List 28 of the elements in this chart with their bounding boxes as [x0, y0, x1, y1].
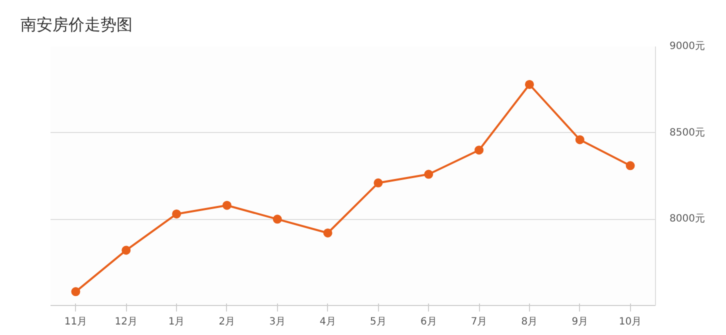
- x-tick-label: 10月: [618, 316, 642, 328]
- point: [424, 170, 434, 179]
- point: [172, 209, 182, 218]
- point: [374, 178, 383, 188]
- x-tick-label: 6月: [420, 316, 437, 328]
- x-tick-label: 11月: [64, 316, 88, 328]
- x-tick-label: 5月: [370, 316, 386, 328]
- x-tick-label: 3月: [269, 316, 286, 328]
- point: [272, 214, 282, 224]
- point: [474, 146, 484, 155]
- x-tick-label: 4月: [320, 316, 336, 328]
- x-tick-label: 7月: [470, 316, 488, 328]
- chart-title: 南安房价走势图: [20, 15, 132, 34]
- y-tick-label: 8500元: [670, 127, 705, 138]
- x-tick-label: 8月: [521, 316, 538, 328]
- point: [524, 80, 534, 89]
- x-tick-label: 9月: [572, 316, 588, 328]
- x-tick-label: 1月: [168, 316, 185, 328]
- y-tick-label: 8000元: [670, 214, 705, 225]
- point: [626, 161, 635, 170]
- y-tick-label: 9000元: [670, 41, 705, 52]
- point: [222, 200, 232, 210]
- point: [323, 228, 332, 238]
- x-tick-label: 12月: [114, 316, 138, 328]
- x-tick-label: 2月: [218, 316, 236, 328]
- point: [71, 287, 80, 296]
- point: [575, 135, 584, 144]
- point: [122, 246, 131, 255]
